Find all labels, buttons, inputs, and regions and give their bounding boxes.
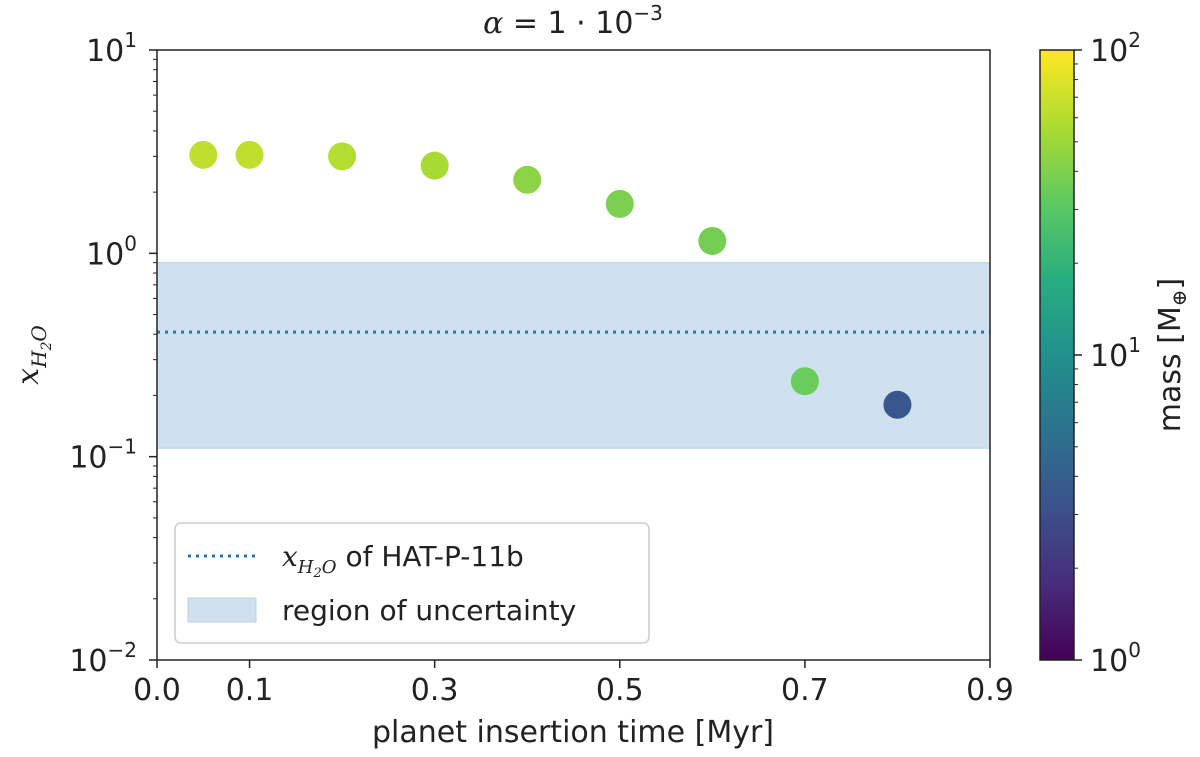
- y-axis-label: xH2O: [11, 325, 55, 385]
- plot-area: [156, 49, 991, 661]
- chart-title: α = 1 · 10−3: [483, 1, 663, 41]
- data-point-1: [235, 140, 264, 169]
- colorbar-label: mass [M⊕]: [1153, 278, 1191, 432]
- data-point-6: [698, 226, 727, 255]
- colorbar: 102 101 100 mass [M⊕]: [1039, 28, 1191, 679]
- data-point-7: [790, 367, 819, 396]
- uncertainty-band: [156, 262, 991, 449]
- x-tick-label: 0.7: [781, 673, 829, 708]
- legend: xH2O of HAT-P-11b region of uncertainty: [174, 522, 650, 644]
- data-point-3: [420, 151, 449, 180]
- data-point-4: [513, 165, 542, 194]
- x-tick-label: 0.5: [596, 673, 644, 708]
- y-tick-label: 10−2: [69, 638, 137, 679]
- data-point-0: [189, 140, 218, 169]
- y-tick-label: 10−1: [69, 435, 137, 476]
- legend-label-hat-p-11b: xH2O of HAT-P-11b: [282, 540, 524, 581]
- x-tick-label: 0.0: [133, 673, 181, 708]
- colorbar-tick-label: 100: [1090, 638, 1141, 679]
- legend-box: [174, 522, 650, 644]
- data-point-2: [328, 142, 357, 171]
- data-point-8: [883, 390, 912, 419]
- colorbar-ticks: 102 101 100: [1074, 28, 1141, 679]
- colorbar-tick-label: 101: [1090, 333, 1141, 374]
- x-tick-label: 0.1: [226, 673, 274, 708]
- y-tick-label: 100: [86, 231, 137, 272]
- y-tick-label: 101: [86, 28, 137, 69]
- x-axis-label: planet insertion time [Myr]: [372, 715, 774, 750]
- x-tick-label: 0.9: [966, 673, 1014, 708]
- legend-label-uncertainty: region of uncertainty: [282, 594, 576, 627]
- colorbar-gradient: [1039, 49, 1075, 661]
- data-points: [189, 140, 912, 419]
- x-tick-label: 0.3: [411, 673, 459, 708]
- colorbar-tick-label: 102: [1090, 28, 1141, 69]
- axes-frame: [156, 49, 991, 661]
- x-axis-ticks: 0.0 0.1 0.3 0.5 0.7 0.9: [133, 660, 1014, 708]
- legend-patch-swatch: [187, 597, 257, 623]
- data-point-5: [605, 189, 634, 218]
- y-axis-ticks: 101 100 10−1 10−2: [69, 28, 157, 679]
